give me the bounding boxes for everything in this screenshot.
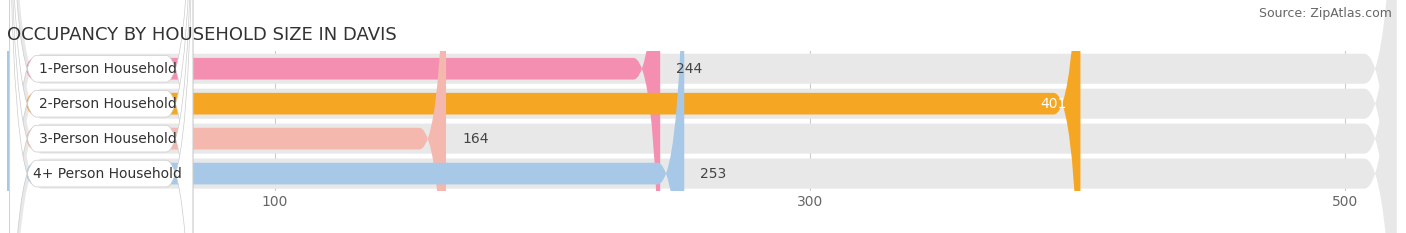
Text: OCCUPANCY BY HOUSEHOLD SIZE IN DAVIS: OCCUPANCY BY HOUSEHOLD SIZE IN DAVIS [7,26,396,44]
Text: 401: 401 [1040,97,1067,111]
FancyBboxPatch shape [10,0,1396,233]
Text: Source: ZipAtlas.com: Source: ZipAtlas.com [1258,7,1392,20]
Text: 244: 244 [676,62,703,76]
Text: 1-Person Household: 1-Person Household [39,62,177,76]
FancyBboxPatch shape [7,0,1080,233]
FancyBboxPatch shape [10,0,193,233]
FancyBboxPatch shape [7,0,446,233]
Text: 3-Person Household: 3-Person Household [39,132,177,146]
Text: 4+ Person Household: 4+ Person Household [34,167,183,181]
FancyBboxPatch shape [7,0,685,233]
FancyBboxPatch shape [10,0,193,233]
Text: 253: 253 [700,167,727,181]
Text: 2-Person Household: 2-Person Household [39,97,177,111]
FancyBboxPatch shape [10,0,193,233]
FancyBboxPatch shape [10,0,1396,233]
FancyBboxPatch shape [10,0,193,233]
Text: 164: 164 [463,132,489,146]
FancyBboxPatch shape [10,0,1396,233]
FancyBboxPatch shape [7,0,661,233]
FancyBboxPatch shape [10,0,1396,233]
